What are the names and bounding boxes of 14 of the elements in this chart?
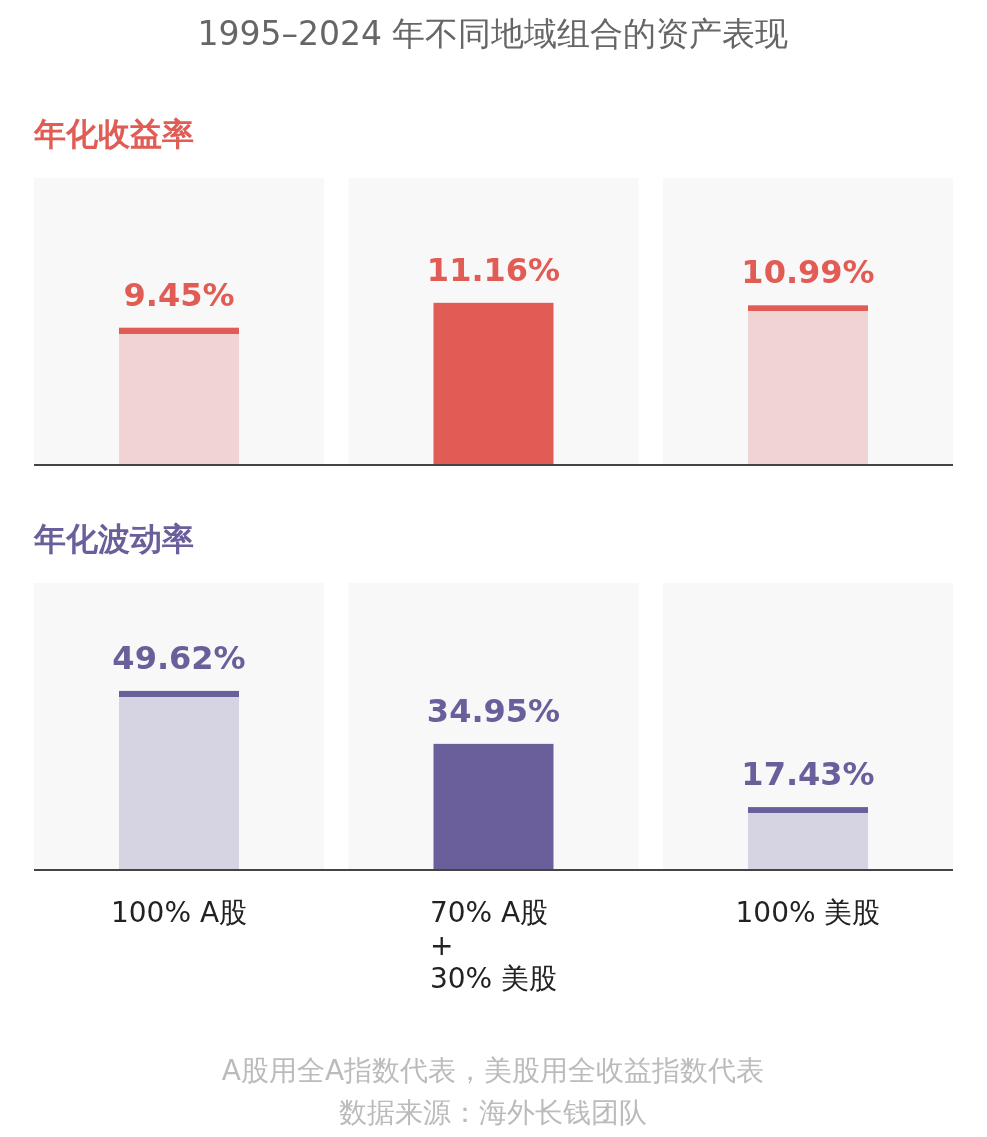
data-label: 49.62% (112, 638, 246, 677)
data-label: 11.16% (426, 250, 561, 289)
chart-title: 年化波动率 (33, 520, 194, 558)
chart-title: 1995–2024 年不同地域组合的资产表现 (197, 14, 789, 53)
chart-subtitle: 年化收益率 (33, 115, 194, 153)
data-label: 9.45% (123, 275, 235, 314)
source-note: 数据来源：海外长钱团队 (339, 1096, 647, 1129)
data-label: 34.95% (426, 691, 561, 730)
x-tick-label: 100% 美股 (735, 896, 881, 929)
data-label: 17.43% (741, 755, 875, 794)
data-label: 10.99% (741, 253, 875, 292)
x-tick-label: 100% A股 (110, 896, 248, 929)
x-tick-label: 70% A股 + 30% 美股 (429, 896, 558, 995)
text: A股用全A指数代表，美股用全收益指数代表 (221, 1054, 765, 1087)
